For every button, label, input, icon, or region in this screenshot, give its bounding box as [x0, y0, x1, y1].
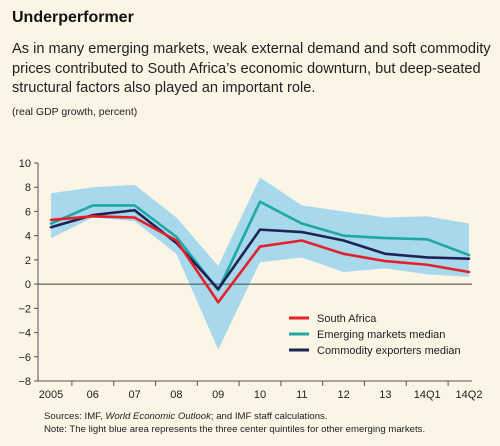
- series-line-emerging-markets-median: [49, 200, 471, 292]
- x-tick-label: 11: [296, 389, 307, 401]
- note-line: Note: The light blue area represents the…: [44, 424, 426, 435]
- chart-source: Sources: IMF, World Economic Outlook; an…: [44, 410, 494, 436]
- source-italic: World Economic Outlook: [105, 411, 211, 422]
- x-tick-label: 2005: [39, 389, 63, 401]
- x-tick-label: 12: [337, 389, 349, 401]
- chart-subtitle: As in many emerging markets, weak extern…: [12, 41, 491, 96]
- y-tick-label: 0: [25, 279, 31, 291]
- x-tick-label: 08: [170, 389, 182, 401]
- x-tick-label: 09: [212, 389, 224, 401]
- x-tick-label: 14Q1: [414, 389, 441, 401]
- chart-title: Underperformer: [12, 9, 134, 26]
- x-tick-label: 14Q2: [456, 389, 483, 401]
- y-tick-label: 10: [19, 158, 31, 170]
- y-tick-label: 6: [25, 206, 31, 218]
- legend-label: Emerging markets median: [317, 329, 445, 341]
- x-tick-label: 07: [128, 389, 140, 401]
- series-line-commodity-exporters-median: [49, 208, 471, 291]
- source-prefix: Sources: IMF,: [44, 411, 106, 422]
- y-axis-units-label: (real GDP growth, percent): [12, 106, 138, 118]
- legend-label: Commodity exporters median: [317, 345, 461, 357]
- series-line-south-africa: [49, 214, 471, 304]
- y-tick-label: −6: [18, 352, 31, 364]
- y-tick-label: −4: [18, 328, 31, 340]
- x-tick-label: 10: [254, 389, 266, 401]
- x-tick-label: 06: [87, 389, 99, 401]
- y-tick-label: 8: [25, 182, 31, 194]
- y-tick-label: −2: [18, 303, 31, 315]
- source-suffix: ; and IMF staff calculations.: [210, 411, 328, 422]
- y-tick-label: −8: [18, 376, 31, 388]
- x-tick-label: 13: [379, 389, 391, 401]
- legend-label: South Africa: [317, 313, 377, 325]
- y-tick-label: 4: [25, 231, 31, 243]
- y-tick-label: 2: [25, 255, 31, 267]
- source-line: Sources: IMF, World Economic Outlook; an…: [44, 410, 494, 423]
